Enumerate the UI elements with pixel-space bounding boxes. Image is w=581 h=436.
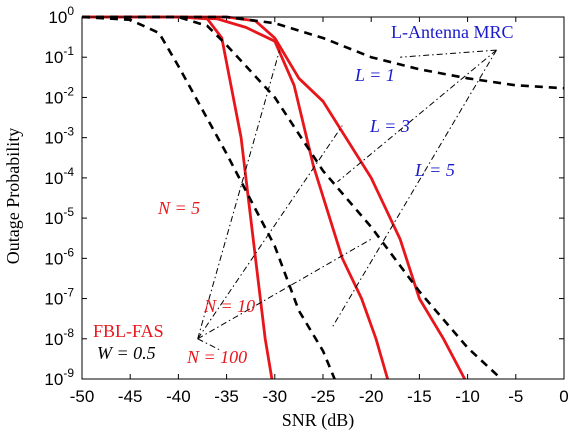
x-tick-label: -15: [407, 387, 432, 406]
y-tick-label: 10-3: [44, 125, 74, 148]
x-tick-label: -5: [508, 387, 523, 406]
fas-w-label: W = 0.5: [97, 343, 156, 363]
callout-line: [197, 125, 343, 340]
fas-group-label: FBL-FAS: [93, 321, 164, 341]
mrc-group-label: L-Antenna MRC: [391, 22, 513, 42]
callout-line: [197, 238, 372, 340]
callout-line: [400, 49, 497, 58]
x-tick-label: -45: [118, 387, 143, 406]
y-axis-title: Outage Probability: [3, 128, 23, 264]
series-line-l-3: [81, 15, 336, 380]
x-tick-label: -30: [263, 387, 288, 406]
series-line-n-100: [82, 15, 466, 380]
x-tick-label: -10: [455, 387, 480, 406]
fas-n100-label: N = 100: [186, 347, 247, 367]
x-tick-label: -20: [359, 387, 384, 406]
y-tick-label: 10-4: [44, 165, 74, 188]
y-tick-label: 10-9: [44, 366, 74, 389]
x-tick-label: -25: [311, 387, 336, 406]
x-tick-labels: -50 -45 -40 -35 -30 -25 -20 -15 -10 -5 0: [70, 387, 569, 406]
x-tick-label: -50: [70, 387, 95, 406]
x-tick-label: -40: [166, 387, 191, 406]
x-tick-label: -35: [214, 387, 239, 406]
fas-n10-label: N = 10: [203, 296, 255, 316]
callout-line: [197, 338, 223, 352]
mrc-l3-label: L = 3: [369, 116, 410, 136]
callout-line: [337, 49, 497, 183]
mrc-l5-label: L = 5: [414, 160, 455, 180]
x-tick-label: 0: [559, 387, 568, 406]
series-line-l-5: [82, 15, 503, 380]
y-tick-label: 10-6: [44, 245, 74, 268]
y-tick-label: 10-1: [44, 44, 74, 67]
fas-n5-label: N = 5: [157, 198, 200, 218]
y-tick-label: 10-7: [44, 286, 74, 309]
plot-frame: [81, 16, 565, 380]
y-tick-label: 100: [48, 4, 74, 27]
callout-line: [197, 49, 281, 339]
x-axis-title: SNR (dB): [282, 410, 355, 431]
mrc-l1-label: L = 1: [354, 65, 395, 85]
callout-layer: [197, 49, 497, 352]
y-tick-labels: 100 10-1 10-2 10-3 10-4 10-5 10-6 10-7 10-8 10-9: [44, 4, 74, 389]
y-tick-label: 10-5: [44, 205, 74, 228]
series-line-l-1: [82, 15, 565, 90]
y-tick-label: 10-2: [44, 84, 74, 107]
y-tick-label: 10-8: [44, 326, 74, 349]
